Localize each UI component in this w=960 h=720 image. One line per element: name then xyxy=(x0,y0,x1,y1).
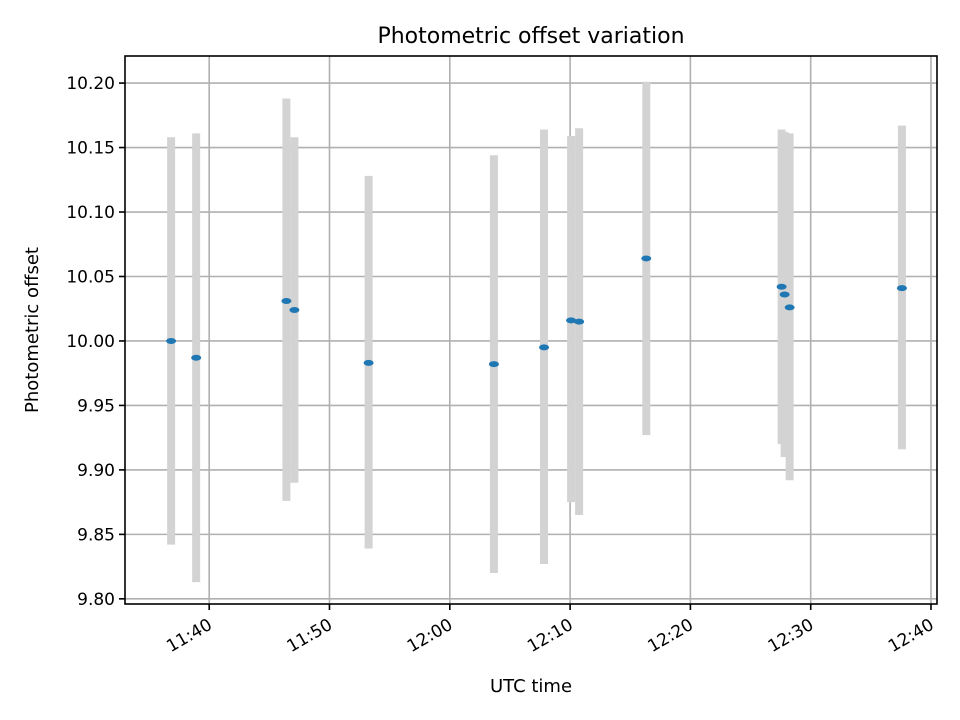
y-tick-label: 10.05 xyxy=(66,267,115,287)
y-tick-label: 9.85 xyxy=(77,525,115,545)
data-point xyxy=(896,285,907,292)
y-tick-label: 10.00 xyxy=(66,332,115,352)
data-point xyxy=(641,255,652,262)
chart-title: Photometric offset variation xyxy=(377,24,684,49)
data-point xyxy=(488,361,499,368)
data-point xyxy=(191,354,202,361)
y-tick-label: 9.80 xyxy=(77,590,115,610)
y-tick-label: 9.90 xyxy=(77,461,115,481)
data-point xyxy=(289,307,300,314)
y-tick-label: 10.20 xyxy=(66,74,115,94)
y-tick-label: 10.10 xyxy=(66,203,115,223)
data-point xyxy=(776,283,787,290)
y-tick-label: 10.15 xyxy=(66,139,115,159)
plot-frame xyxy=(124,55,938,605)
data-point xyxy=(784,304,795,311)
data-point xyxy=(574,318,585,325)
x-axis-label: UTC time xyxy=(490,676,572,697)
data-point xyxy=(166,337,177,344)
y-axis-label: Photometric offset xyxy=(22,247,43,413)
y-tick-label: 9.95 xyxy=(77,396,115,416)
data-point xyxy=(779,291,790,298)
data-point xyxy=(539,344,550,351)
data-points xyxy=(166,255,907,368)
data-point xyxy=(566,317,577,324)
data-point xyxy=(363,359,374,366)
data-point xyxy=(281,297,292,304)
